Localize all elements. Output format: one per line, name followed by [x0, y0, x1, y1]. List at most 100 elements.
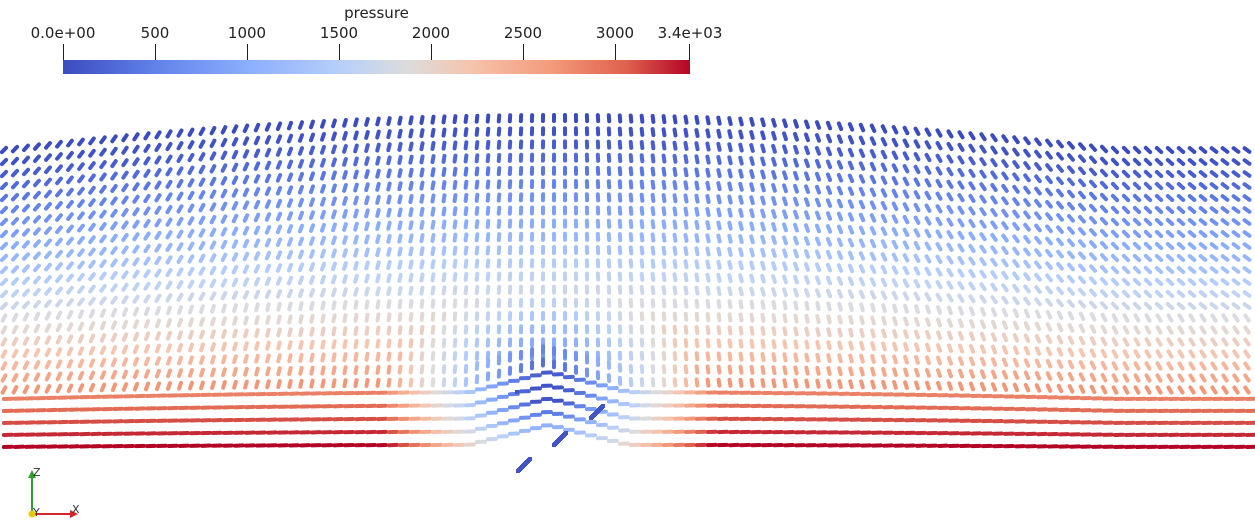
- pressure-glyph: [397, 168, 403, 179]
- pressure-glyph: [143, 231, 151, 241]
- pressure-glyph: [441, 351, 447, 362]
- pressure-glyph: [342, 313, 348, 324]
- pressure-glyph: [353, 234, 359, 245]
- pressure-glyph: [661, 245, 667, 256]
- pressure-glyph: [1045, 298, 1053, 307]
- pressure-glyph: [551, 297, 557, 308]
- pressure-glyph: [749, 273, 755, 284]
- pressure-glyph: [199, 317, 205, 327]
- pressure-glyph: [1210, 337, 1218, 347]
- pressure-glyph: [1034, 235, 1042, 245]
- pressure-glyph: [254, 302, 260, 313]
- pressure-glyph: [121, 357, 129, 367]
- pressure-glyph: [55, 176, 63, 186]
- pressure-glyph: [1078, 299, 1086, 309]
- pressure-glyph: [694, 115, 700, 125]
- pressure-glyph: [924, 292, 932, 302]
- pressure-glyph: [683, 416, 696, 421]
- pressure-glyph: [1013, 394, 1026, 399]
- pressure-glyph: [551, 385, 564, 390]
- pressure-glyph: [287, 314, 293, 325]
- pressure-glyph: [1232, 385, 1240, 395]
- pressure-glyph: [892, 354, 898, 365]
- pressure-glyph: [859, 302, 865, 313]
- pressure-glyph: [1121, 265, 1131, 275]
- pressure-glyph: [869, 200, 877, 210]
- pressure-glyph: [397, 128, 403, 139]
- pressure-glyph: [1143, 277, 1153, 287]
- pressure-glyph: [946, 280, 954, 290]
- pressure-glyph: [848, 302, 854, 312]
- pressure-glyph: [209, 265, 217, 276]
- pressure-glyph: [804, 184, 810, 195]
- pressure-glyph: [320, 365, 326, 376]
- pressure-glyph: [187, 241, 195, 251]
- pressure-glyph: [485, 324, 491, 335]
- pressure-glyph: [253, 174, 261, 184]
- pressure-glyph: [661, 206, 667, 217]
- pressure-glyph: [474, 205, 480, 216]
- pressure-glyph: [308, 119, 316, 130]
- pressure-glyph: [474, 166, 480, 177]
- pressure-glyph: [716, 272, 722, 283]
- pressure-glyph: [957, 356, 965, 366]
- pressure-glyph: [485, 397, 498, 402]
- pressure-glyph: [275, 147, 283, 157]
- pressure-glyph: [1078, 215, 1086, 224]
- pressure-glyph: [331, 430, 344, 435]
- pressure-glyph: [869, 136, 877, 146]
- pressure-glyph: [44, 299, 52, 308]
- pressure-glyph: [231, 290, 239, 300]
- pressure-glyph: [1023, 185, 1031, 195]
- pressure-glyph: [165, 318, 173, 328]
- pressure-glyph: [474, 192, 480, 203]
- pressure-glyph: [507, 152, 513, 163]
- pressure-glyph: [573, 271, 579, 282]
- pressure-glyph: [34, 432, 47, 437]
- pressure-glyph: [1035, 419, 1048, 424]
- pressure-glyph: [1189, 420, 1202, 426]
- pressure-glyph: [419, 325, 425, 335]
- pressure-glyph: [1068, 395, 1081, 400]
- pressure-glyph: [287, 301, 293, 312]
- pressure-glyph: [683, 167, 689, 178]
- pressure-glyph: [45, 432, 58, 437]
- pressure-glyph: [573, 258, 579, 269]
- pressure-glyph: [88, 235, 96, 245]
- pressure-glyph: [397, 416, 410, 421]
- pressure-glyph: [243, 315, 249, 326]
- pressure-glyph: [847, 250, 855, 261]
- pressure-glyph: [650, 232, 656, 243]
- pressure-glyph: [265, 302, 271, 312]
- pressure-glyph: [1165, 301, 1175, 311]
- pressure-glyph: [968, 331, 976, 342]
- pressure-glyph: [1187, 290, 1197, 298]
- pressure-glyph: [265, 417, 278, 422]
- pressure-glyph: [254, 404, 267, 410]
- pressure-glyph: [1068, 420, 1081, 425]
- pressure-glyph: [0, 193, 9, 203]
- pressure-glyph: [683, 193, 689, 204]
- pressure-glyph: [914, 304, 920, 314]
- pressure-glyph: [1143, 217, 1153, 227]
- pressure-glyph: [990, 195, 998, 205]
- pressure-glyph: [595, 284, 601, 295]
- pressure-glyph: [837, 314, 843, 325]
- pressure-glyph: [947, 443, 960, 448]
- pressure-glyph: [979, 356, 987, 367]
- pressure-glyph: [463, 140, 469, 151]
- pressure-glyph: [1002, 419, 1015, 424]
- pressure-glyph: [496, 284, 502, 295]
- pressure-glyph: [617, 441, 630, 446]
- pressure-glyph: [452, 311, 458, 322]
- pressure-glyph: [672, 219, 678, 230]
- pressure-glyph: [1198, 206, 1208, 214]
- pressure-glyph: [220, 201, 228, 212]
- pressure-glyph: [1211, 396, 1224, 402]
- pressure-glyph: [253, 264, 261, 274]
- pressure-glyph: [1078, 384, 1086, 394]
- pressure-glyph: [1198, 302, 1208, 310]
- pressure-glyph: [1024, 394, 1037, 400]
- pressure-glyph: [507, 365, 513, 376]
